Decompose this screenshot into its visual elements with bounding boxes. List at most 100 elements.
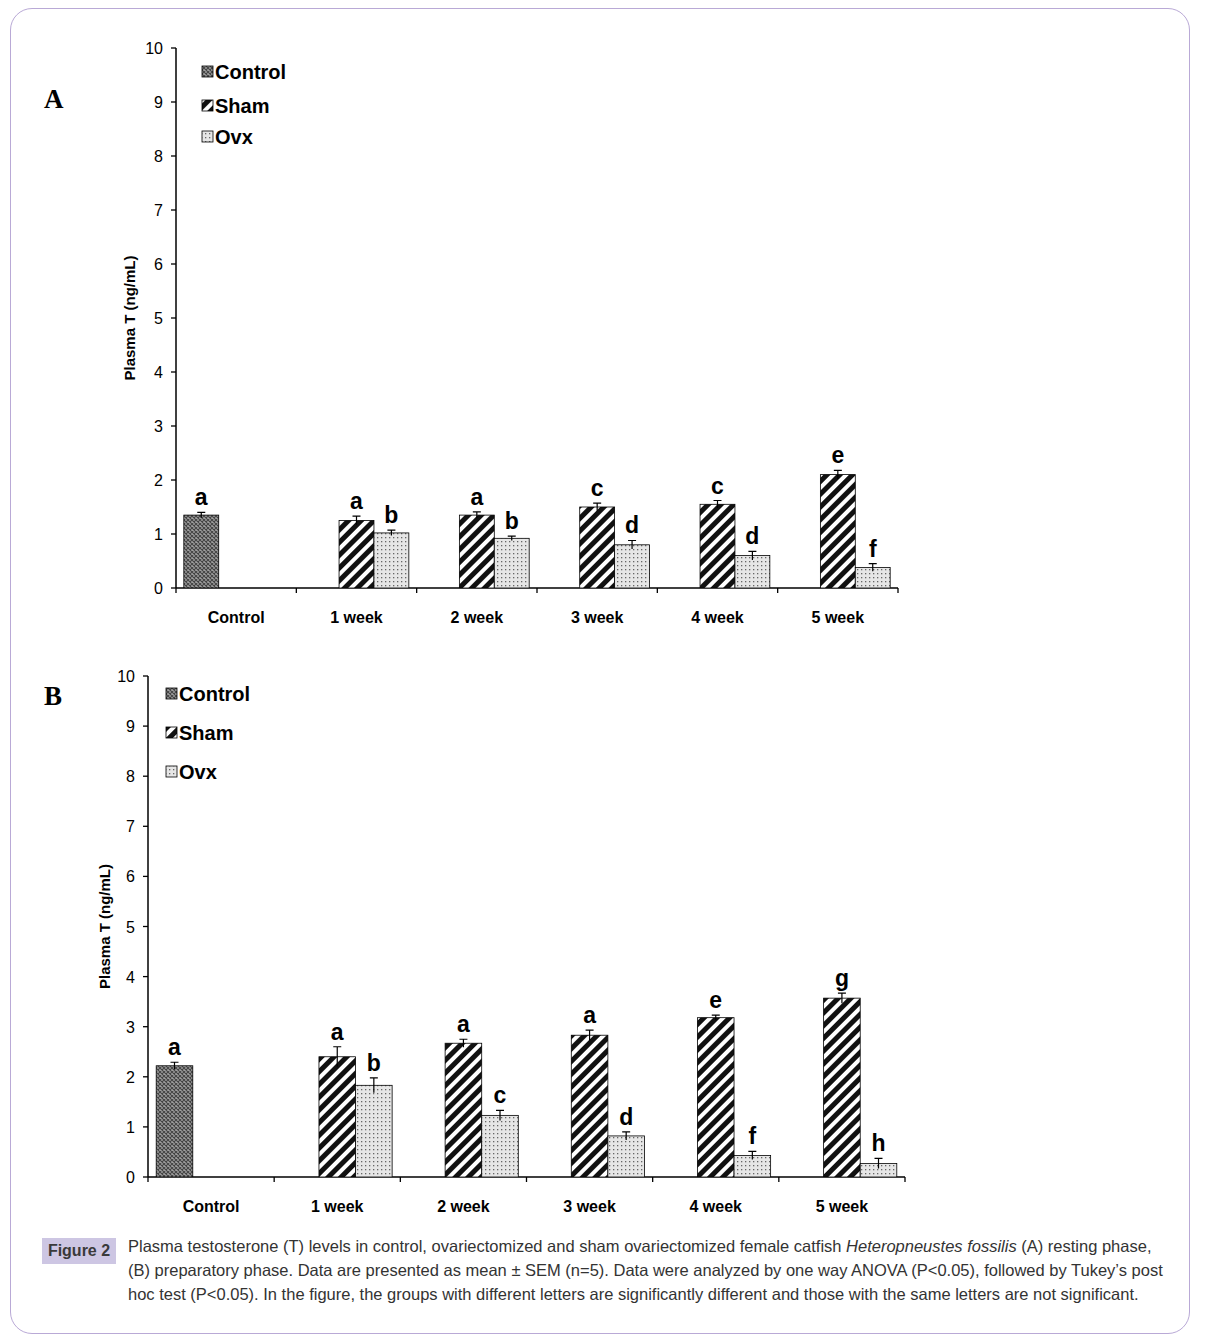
significance-letter: e bbox=[831, 442, 844, 468]
letters: aaaccebbddf bbox=[195, 442, 877, 561]
significance-letter: b bbox=[384, 502, 398, 528]
y-tick-label: 1 bbox=[154, 526, 163, 543]
bar bbox=[156, 1066, 193, 1177]
significance-letter: e bbox=[709, 987, 722, 1013]
significance-letter: c bbox=[711, 473, 724, 499]
y-tick-label: 4 bbox=[126, 969, 135, 986]
x-tick-label: 1 week bbox=[330, 609, 383, 626]
error-bar bbox=[508, 536, 516, 540]
error-bar bbox=[370, 1078, 378, 1093]
bar bbox=[700, 504, 735, 588]
caption-text: Plasma testosterone (T) levels in contro… bbox=[128, 1237, 846, 1255]
bar bbox=[820, 475, 855, 588]
panel-label: A bbox=[44, 84, 64, 114]
x-tick bbox=[777, 588, 778, 593]
bar bbox=[374, 533, 409, 588]
y-tick-label: 10 bbox=[117, 668, 135, 685]
significance-letter: h bbox=[871, 1130, 885, 1156]
error-bar bbox=[869, 564, 877, 572]
error-bar bbox=[628, 540, 636, 549]
legend-swatch bbox=[166, 727, 177, 738]
significance-letter: g bbox=[835, 965, 849, 991]
error-bar bbox=[170, 1062, 178, 1069]
letters: aaaaegbcdfh bbox=[168, 965, 885, 1156]
legend-swatch bbox=[202, 100, 213, 111]
legend-swatch bbox=[166, 766, 177, 777]
x-tick bbox=[536, 588, 537, 593]
x-tick bbox=[175, 588, 176, 593]
bar bbox=[615, 545, 650, 588]
significance-letter: f bbox=[749, 1123, 757, 1149]
bar bbox=[494, 538, 529, 588]
x-tick bbox=[400, 1177, 401, 1182]
y-tick-label: 6 bbox=[154, 256, 163, 273]
caption-text: Heteropneustes fossilis bbox=[846, 1237, 1017, 1255]
x-tick-label: 2 week bbox=[437, 1198, 490, 1215]
bar bbox=[184, 515, 219, 588]
significance-letter: a bbox=[168, 1034, 181, 1060]
y-tick-label: 9 bbox=[154, 94, 163, 111]
panel-label: B bbox=[44, 681, 62, 711]
y-axis-label: Plasma T (ng/mL) bbox=[121, 255, 138, 380]
error-bar bbox=[473, 512, 481, 518]
y-tick-label: 3 bbox=[154, 418, 163, 435]
error-bar bbox=[622, 1132, 630, 1140]
y-tick-label: 9 bbox=[126, 718, 135, 735]
x-tick bbox=[657, 588, 658, 593]
x-tick-label: 1 week bbox=[311, 1198, 364, 1215]
error-bar bbox=[586, 1030, 594, 1040]
significance-letter: d bbox=[745, 523, 759, 549]
x-tick bbox=[296, 588, 297, 593]
x-tick bbox=[904, 1177, 905, 1182]
bar bbox=[571, 1035, 608, 1177]
error-bar bbox=[593, 503, 601, 511]
legend-label: Ovx bbox=[215, 126, 253, 148]
error-bar bbox=[459, 1039, 467, 1047]
legend-label: Sham bbox=[179, 722, 233, 744]
error-bar bbox=[714, 501, 722, 509]
bar bbox=[697, 1018, 734, 1177]
legend-swatch bbox=[202, 131, 213, 142]
error-bar bbox=[875, 1158, 883, 1168]
significance-letter: a bbox=[195, 484, 208, 510]
bar bbox=[319, 1057, 356, 1177]
legend-label: Ovx bbox=[179, 761, 217, 783]
x-tick bbox=[526, 1177, 527, 1182]
chart-canvas: APlasma T (ng/mL)012345678910Control1 we… bbox=[0, 0, 1205, 1344]
bar bbox=[482, 1115, 519, 1177]
significance-letter: b bbox=[505, 508, 519, 534]
error-bar bbox=[838, 993, 846, 1003]
y-tick-label: 2 bbox=[154, 472, 163, 489]
legend-label: Control bbox=[179, 683, 250, 705]
y-axis bbox=[175, 48, 177, 588]
significance-letter: c bbox=[494, 1082, 507, 1108]
significance-letter: b bbox=[367, 1050, 381, 1076]
bar bbox=[608, 1136, 645, 1177]
bar bbox=[735, 556, 770, 588]
x-tick bbox=[778, 1177, 779, 1182]
error-bar bbox=[353, 516, 361, 525]
y-tick-label: 0 bbox=[154, 580, 163, 597]
y-tick-label: 8 bbox=[126, 768, 135, 785]
error-bar bbox=[496, 1110, 504, 1120]
x-tick-label: 2 week bbox=[451, 609, 504, 626]
x-tick bbox=[274, 1177, 275, 1182]
bar bbox=[824, 998, 861, 1177]
y-tick-label: 2 bbox=[126, 1069, 135, 1086]
legend: ControlShamOvx bbox=[202, 61, 286, 148]
y-tick-label: 10 bbox=[145, 40, 163, 57]
significance-letter: d bbox=[625, 512, 639, 538]
y-tick-label: 6 bbox=[126, 868, 135, 885]
bar bbox=[580, 507, 615, 588]
panel: APlasma T (ng/mL)012345678910Control1 we… bbox=[44, 40, 898, 626]
y-tick-label: 3 bbox=[126, 1019, 135, 1036]
bar bbox=[445, 1043, 482, 1177]
panel: BPlasma T (ng/mL)012345678910Control1 we… bbox=[44, 668, 905, 1215]
bar bbox=[459, 515, 494, 588]
y-axis-label: Plasma T (ng/mL) bbox=[96, 864, 113, 989]
figure-caption: Plasma testosterone (T) levels in contro… bbox=[128, 1234, 1174, 1306]
significance-letter: f bbox=[869, 536, 877, 562]
x-tick bbox=[147, 1177, 148, 1182]
error-bar bbox=[834, 470, 842, 479]
y-tick-label: 0 bbox=[126, 1169, 135, 1186]
